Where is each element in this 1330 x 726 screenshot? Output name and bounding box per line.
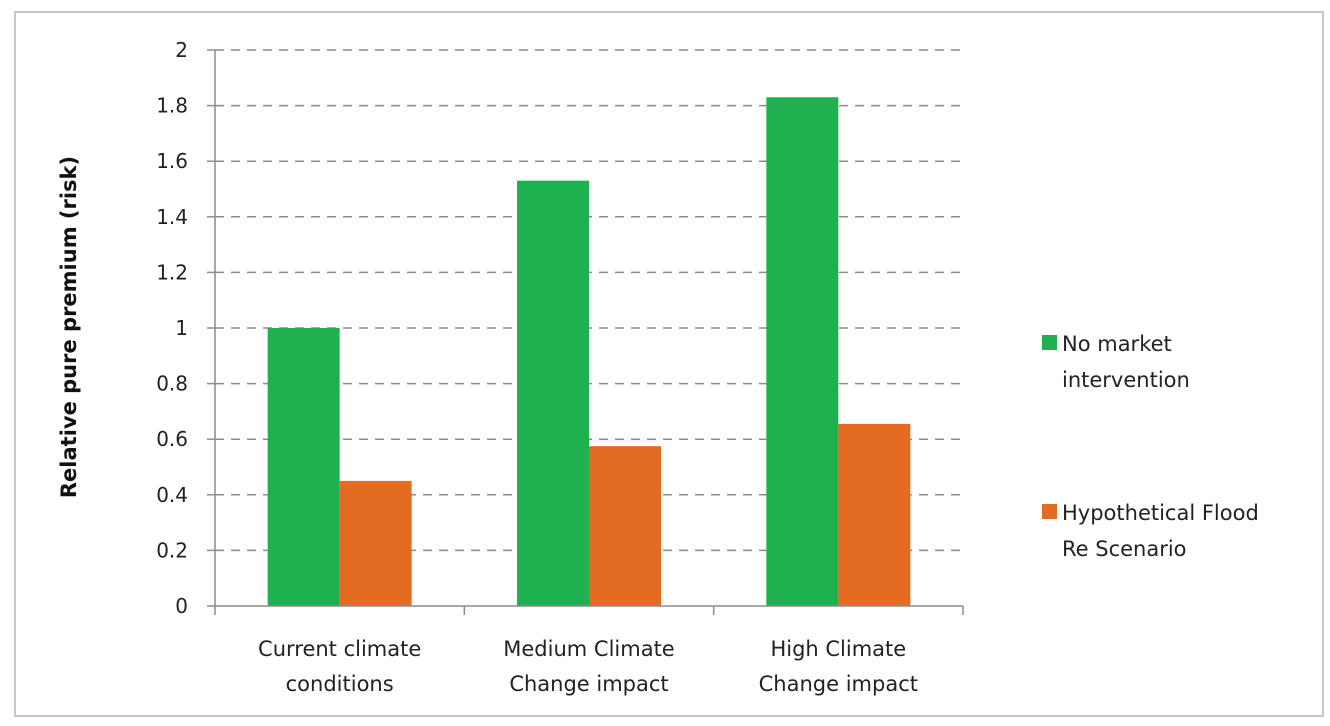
y-tick-label: 1.4 — [156, 205, 188, 229]
x-category-label: Medium Climate — [503, 637, 674, 661]
x-category-label: High Climate — [770, 637, 906, 661]
y-tick-label: 1.8 — [156, 94, 188, 118]
bar-no-market-intervention-1 — [267, 328, 340, 606]
x-category-label: conditions — [286, 672, 394, 696]
x-category-label: Change impact — [759, 672, 918, 696]
bar-hypothetical-flood-re-2 — [589, 446, 661, 606]
y-tick-label: 1.2 — [156, 260, 188, 284]
bar-no-market-intervention-3 — [766, 97, 839, 606]
y-tick-label: 0 — [175, 594, 188, 618]
legend-label: Re Scenario — [1062, 537, 1187, 561]
x-category-labels: Current climate conditions Medium Climate C… — [258, 637, 918, 696]
legend-label: intervention — [1062, 368, 1190, 392]
y-tick-label: 0.8 — [156, 372, 188, 396]
y-tick-label: 0.2 — [156, 538, 188, 562]
legend-swatch — [1042, 335, 1057, 350]
y-tick-label: 1.6 — [156, 149, 188, 173]
legend: No market intervention Hypothetical Flood… — [1042, 332, 1259, 561]
x-category-label: Current climate — [258, 637, 421, 661]
legend-label: Hypothetical Flood — [1062, 501, 1259, 525]
y-tick-labels: 0 0.2 0.4 0.6 0.8 1 1.2 1.4 1.6 1.8 2 — [156, 38, 188, 618]
bars — [267, 97, 911, 606]
y-tick-label: 2 — [175, 38, 188, 62]
y-tick-label: 1 — [175, 316, 188, 340]
axes — [207, 49, 964, 615]
legend-label: No market — [1062, 332, 1172, 356]
y-tick-label: 0.4 — [156, 483, 188, 507]
bar-hypothetical-flood-re-3 — [838, 423, 911, 606]
x-category-label: Change impact — [509, 672, 668, 696]
bar-no-market-intervention-2 — [517, 180, 589, 606]
chart-frame — [14, 11, 1324, 717]
y-axis-title: Relative pure premium (risk) — [57, 156, 81, 498]
bar-hypothetical-flood-re-1 — [339, 480, 412, 606]
y-tick-label: 0.6 — [156, 427, 188, 451]
legend-swatch — [1042, 504, 1057, 519]
